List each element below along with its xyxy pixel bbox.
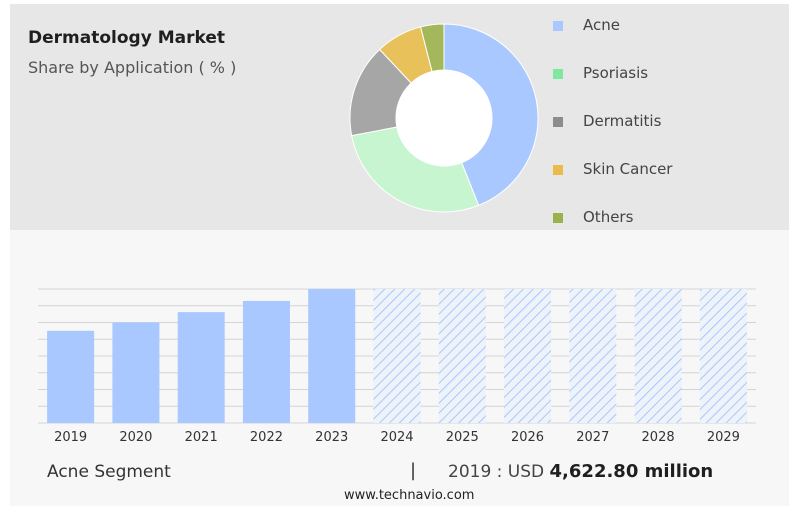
bar-2026-forecast <box>504 289 552 423</box>
chart-title: Dermatology Market <box>28 28 225 48</box>
x-tick-label: 2029 <box>707 430 740 445</box>
x-tick-label: 2023 <box>315 430 348 445</box>
segment-value: 2019 : USD 4,622.80 million <box>448 461 713 482</box>
bar-2029-forecast <box>699 289 747 423</box>
x-tick-label: 2024 <box>380 430 413 445</box>
chart-subtitle: Share by Application ( % ) <box>28 58 237 77</box>
x-tick-label: 2025 <box>446 430 479 445</box>
x-tick-label: 2020 <box>119 430 152 445</box>
bar-2023 <box>308 289 356 423</box>
donut-hole <box>396 70 492 166</box>
source-site: www.technavio.com <box>344 488 475 503</box>
x-tick-label: 2026 <box>511 430 544 445</box>
legend-swatch <box>553 165 563 175</box>
donut-chart <box>349 23 539 213</box>
x-tick-label: 2027 <box>576 430 609 445</box>
segment-amount: 4,622.80 million <box>549 461 714 482</box>
x-tick-label: 2019 <box>54 430 87 445</box>
x-tick-label: 2022 <box>250 430 283 445</box>
legend-label: Skin Cancer <box>583 160 673 178</box>
legend-swatch <box>553 117 563 127</box>
legend-label: Others <box>583 208 634 226</box>
legend-label: Dermatitis <box>583 112 662 130</box>
segment-label: Acne Segment <box>47 462 171 482</box>
footer-separator: | <box>410 460 417 481</box>
x-tick-label: 2021 <box>185 430 218 445</box>
bar-2021 <box>177 312 225 423</box>
legend-swatch <box>553 69 563 79</box>
legend-label: Acne <box>583 16 620 34</box>
bar-2028-forecast <box>634 289 682 423</box>
bar-2020 <box>112 322 160 423</box>
bar-2027-forecast <box>569 289 617 423</box>
segment-year: 2019 : USD <box>448 462 545 482</box>
x-tick-label: 2028 <box>642 430 675 445</box>
bar-2022 <box>242 300 290 423</box>
bar-chart: 2019 2020 2021 2022 2023 2024 2025 2026 2027 2028… <box>38 288 756 445</box>
legend-swatch <box>553 213 563 223</box>
bar-2024-forecast <box>373 289 421 423</box>
legend-label: Psoriasis <box>583 64 649 82</box>
bar-2019 <box>47 330 95 423</box>
bar-2025-forecast <box>438 289 486 423</box>
legend-swatch <box>553 21 563 31</box>
